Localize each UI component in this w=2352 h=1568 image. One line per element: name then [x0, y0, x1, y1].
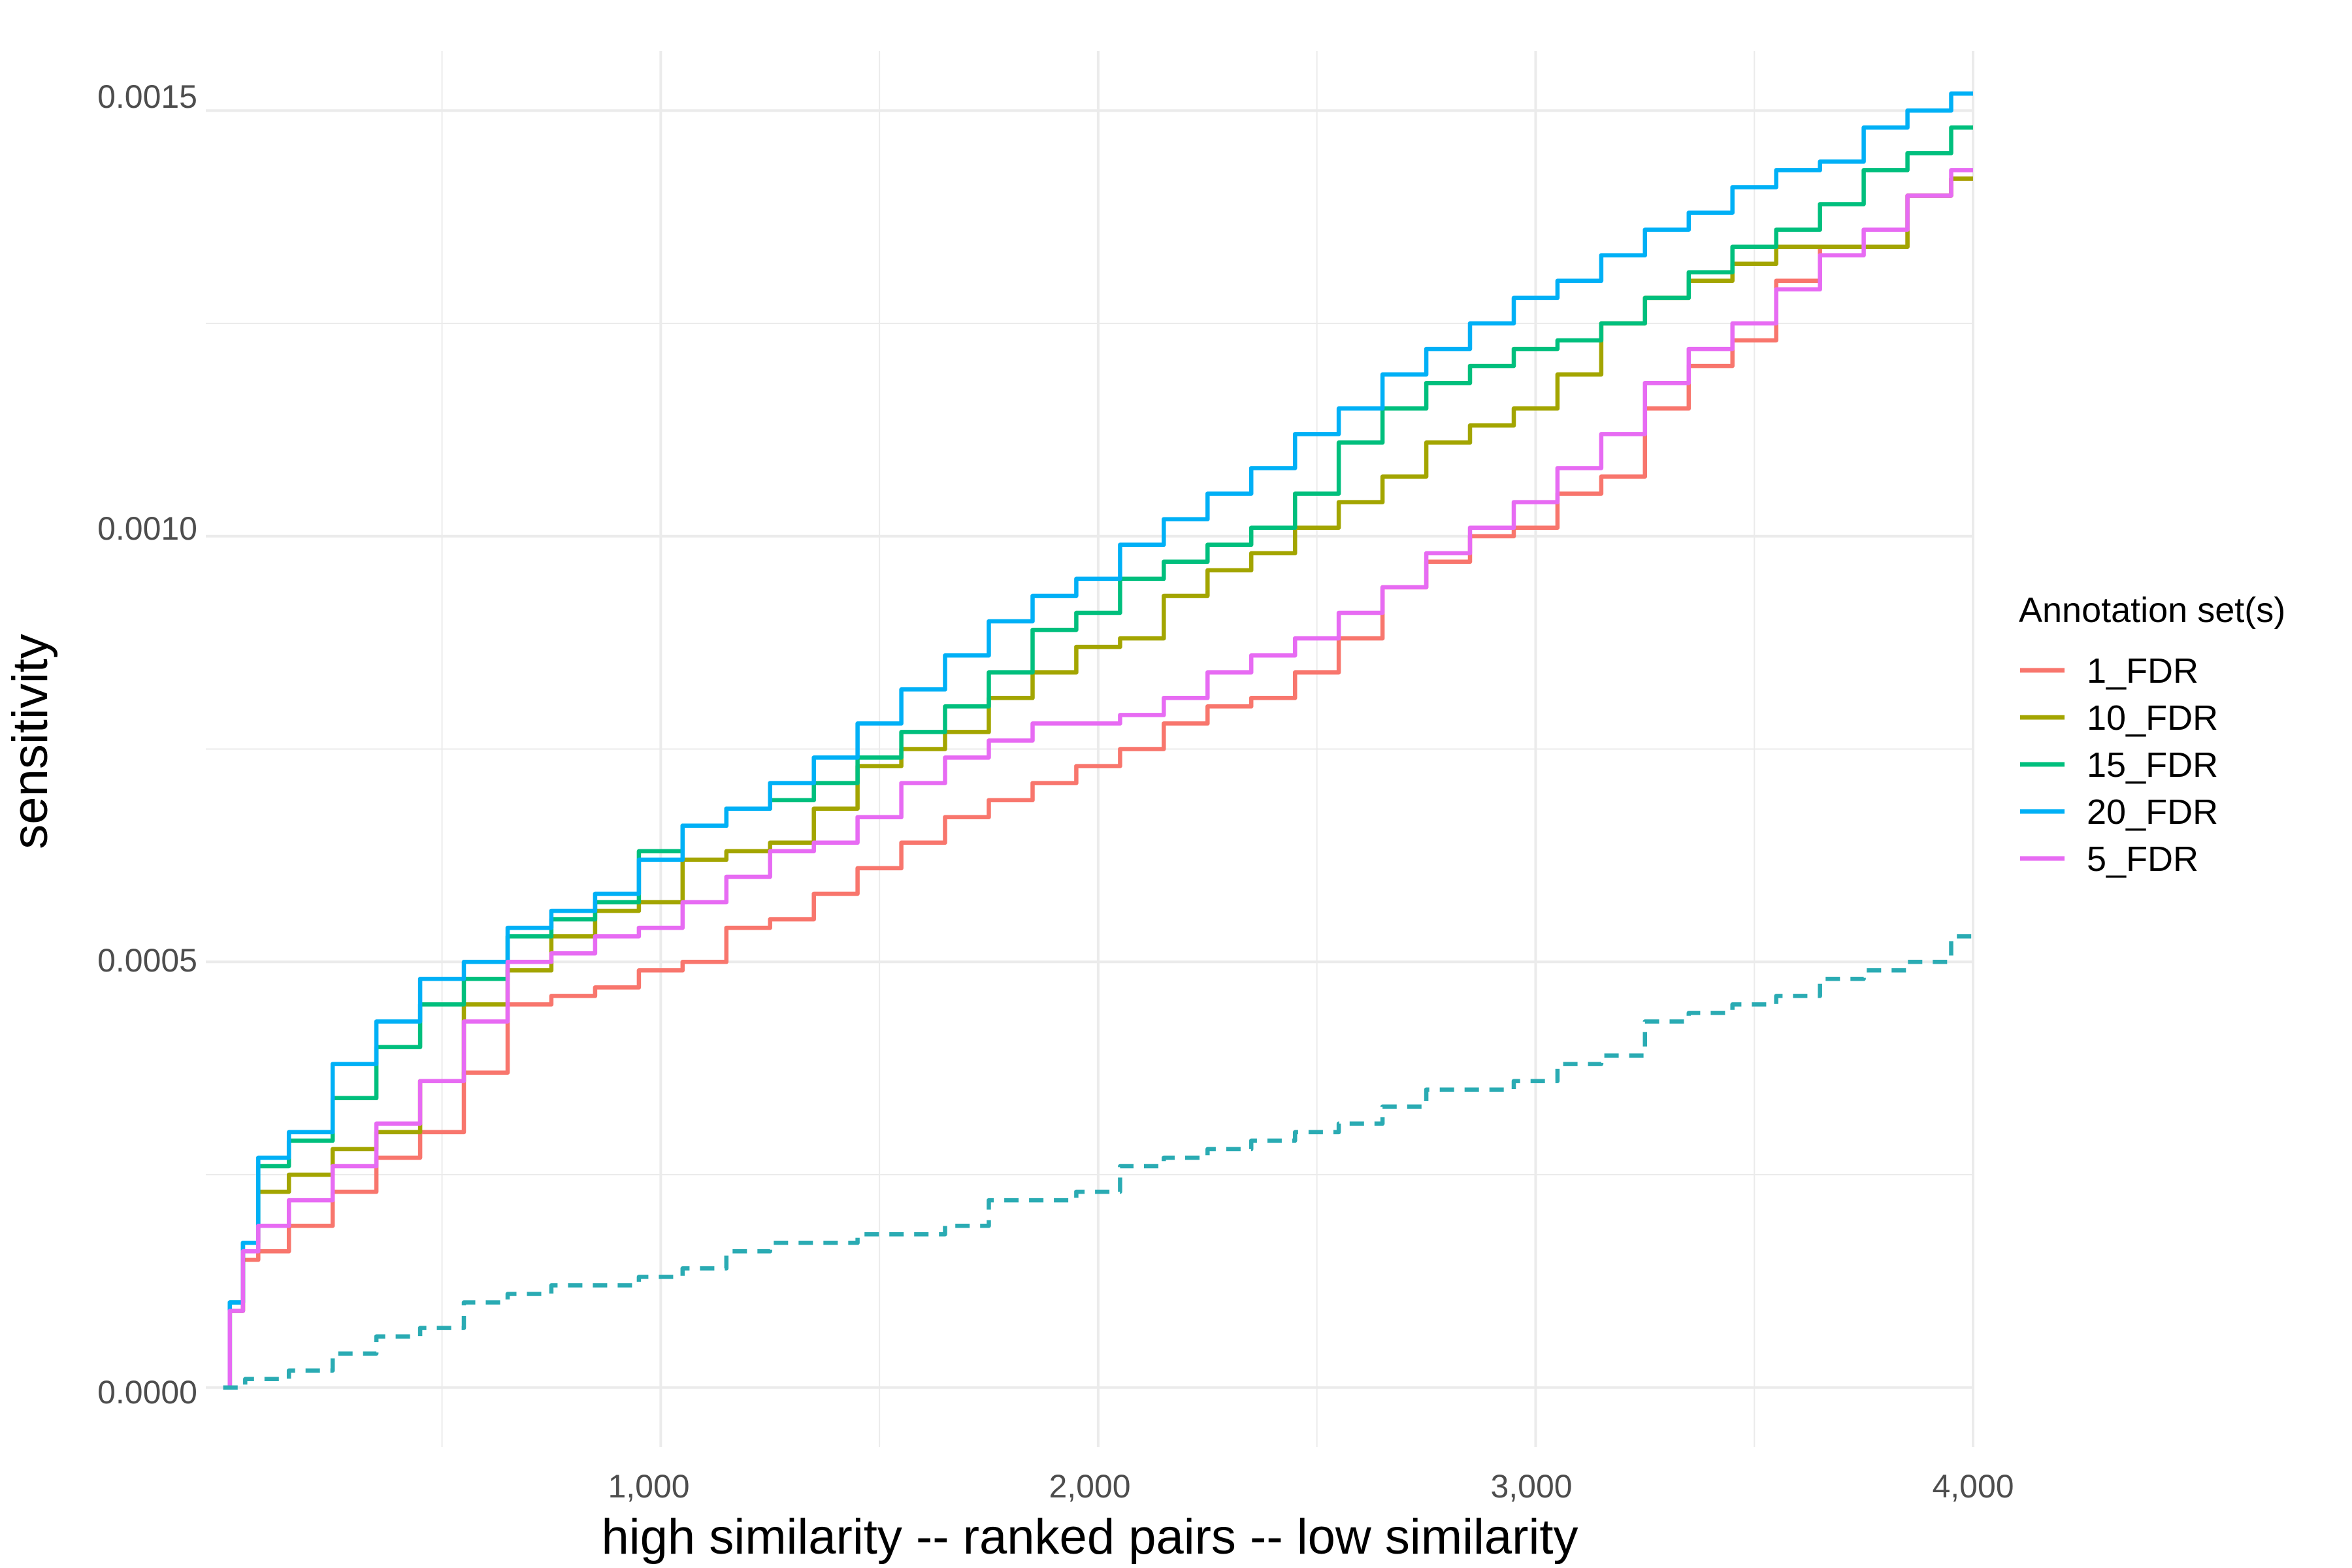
x-tick-label: 1,000: [608, 1468, 689, 1505]
series-line-15-fdr: [223, 125, 1973, 1390]
legend-title: Annotation set(s): [2019, 591, 2285, 630]
x-tick-label: 4,000: [1932, 1468, 2014, 1505]
series-line-1-fdr: [223, 176, 1973, 1390]
legend-label: 20_FDR: [2087, 792, 2218, 832]
y-tick-label: 0.0000: [97, 1374, 197, 1411]
y-axis-title: sensitivity: [3, 634, 58, 849]
legend-item: 20_FDR: [2020, 792, 2218, 832]
legend-item: 5_FDR: [2020, 840, 2198, 879]
series-line-dashed: [223, 934, 1973, 1390]
y-tick-label: 0.0015: [97, 78, 197, 115]
legend-label: 10_FDR: [2087, 698, 2218, 738]
x-axis-title: high similarity -- ranked pairs -- low s…: [602, 1509, 1578, 1565]
x-tick-label: 2,000: [1049, 1468, 1130, 1505]
grid: [206, 51, 1974, 1447]
y-tick-label: 0.0005: [97, 942, 197, 979]
legend-label: 5_FDR: [2087, 840, 2198, 879]
y-tick-label: 0.0010: [97, 510, 197, 547]
y-axis-ticks: 0.0000 0.0005 0.0010 0.0015: [97, 78, 197, 1411]
legend-item: 15_FDR: [2020, 745, 2218, 785]
legend-label: 15_FDR: [2087, 745, 2218, 785]
legend-label: 1_FDR: [2087, 651, 2198, 691]
legend-item: 1_FDR: [2020, 651, 2198, 691]
series-line-20-fdr: [223, 91, 1973, 1390]
series-line-5-fdr: [223, 168, 1973, 1390]
legend: Annotation set(s) 1_FDR 10_FDR 15_FDR 20…: [2019, 591, 2285, 879]
series-lines: [223, 91, 1973, 1390]
x-tick-label: 3,000: [1490, 1468, 1572, 1505]
x-axis-ticks: 1,000 2,000 3,000 4,000: [608, 1468, 2014, 1505]
legend-item: 10_FDR: [2020, 698, 2218, 738]
